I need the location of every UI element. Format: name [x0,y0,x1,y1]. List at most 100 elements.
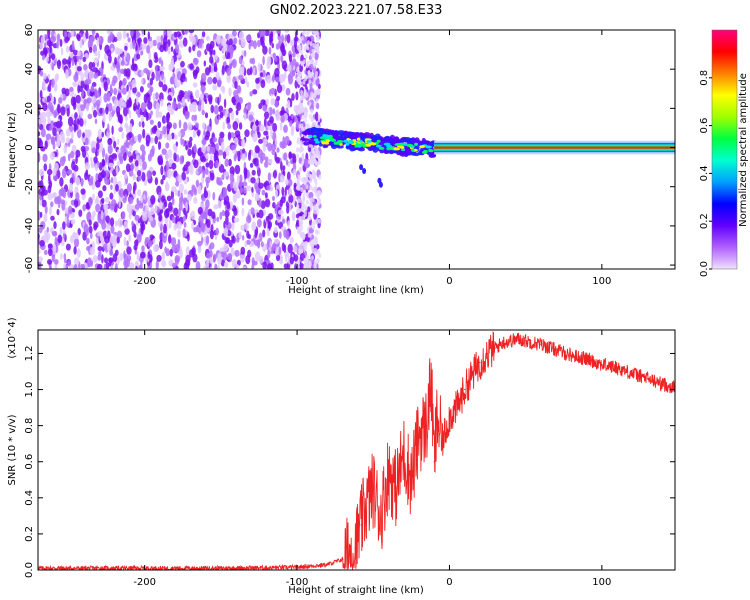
noise-speck [257,62,261,71]
noise-speck [70,219,76,225]
noise-speck [60,253,63,260]
noise-speck [66,137,70,143]
noise-speck [308,113,312,119]
noise-speck [303,241,306,247]
noise-speck [226,201,231,210]
noise-speck [182,228,186,239]
noise-speck [85,137,89,146]
noise-speck [292,155,297,165]
snr-data-point [372,488,374,490]
noise-speck [109,217,115,227]
signal-core [428,148,432,152]
noise-speck [51,53,56,61]
noise-speck [158,57,162,64]
noise-speck [128,144,133,152]
noise-speck [170,76,175,85]
noise-speck [147,211,152,219]
noise-speck [107,37,112,44]
noise-speck [285,159,289,166]
noise-speck [57,103,61,114]
noise-speck [114,98,117,108]
noise-speck [147,199,151,206]
noise-speck [229,63,233,70]
noise-speck [85,201,90,209]
noise-speck [206,219,211,228]
noise-speck [113,87,118,96]
noise-speck [207,76,213,85]
noise-speck [299,103,303,109]
noise-speck [42,72,47,80]
noise-speck [299,130,302,138]
noise-speck [110,184,113,190]
noise-speck [73,264,78,269]
noise-speck [232,121,239,131]
spectrogram-frame [37,29,676,270]
noise-speck [308,101,312,107]
noise-speck [65,69,69,79]
noise-speck [85,168,89,177]
signal-core [411,148,415,152]
noise-speck [60,106,66,116]
noise-speck [88,36,93,46]
noise-speck [191,185,196,193]
noise-speck [300,225,304,231]
noise-speck [142,128,146,139]
noise-speck [318,253,322,259]
noise-speck [253,40,257,50]
noise-speck [69,52,74,58]
noise-speck [126,102,129,108]
noise-speck [141,30,145,35]
noise-speck [39,240,45,247]
noise-speck [133,102,136,112]
noise-speck [226,116,230,124]
snr-data-point [326,564,329,566]
noise-speck [206,145,210,152]
noise-speck [163,223,167,234]
noise-speck [88,61,94,70]
noise-speck [112,253,118,263]
noise-speck [212,191,216,201]
noise-speck [128,234,132,242]
noise-speck [90,85,95,93]
noise-speck [209,55,214,64]
noise-speck [118,189,122,196]
noise-speck [130,163,135,171]
noise-speck [105,223,111,230]
noise-speck [238,74,244,81]
noise-speck [213,204,219,210]
noise-speck [64,88,70,97]
noise-speck [173,170,178,177]
snr-data-point [601,363,603,365]
noise-speck [170,46,174,52]
noise-speck [233,207,238,216]
noise-speck [96,37,100,47]
signal-core [356,137,361,141]
noise-speck [195,261,201,269]
noise-speck [126,240,129,248]
noise-speck [72,96,77,106]
noise-speck [187,122,193,131]
noise-speck [290,128,295,136]
noise-speck [160,98,164,107]
noise-speck [80,178,84,187]
noise-speck [279,174,285,183]
noise-speck [73,165,79,172]
chart-title: GN02.2023.221.07.58.E33 [270,3,443,18]
noise-speck [300,187,304,193]
noise-speck [172,143,177,151]
noise-speck [52,247,56,256]
y-tick-label: 1.0 [24,382,35,398]
signal-core [399,145,405,149]
noise-speck [212,49,216,56]
noise-speck [221,174,225,181]
noise-speck [222,151,227,160]
noise-speck [288,76,293,85]
noise-speck [300,35,304,41]
noise-speck [106,243,111,252]
noise-speck [161,72,164,80]
noise-speck [281,106,285,115]
noise-speck [40,128,46,138]
noise-speck [201,139,207,145]
noise-speck [314,240,318,246]
noise-speck [117,217,123,228]
